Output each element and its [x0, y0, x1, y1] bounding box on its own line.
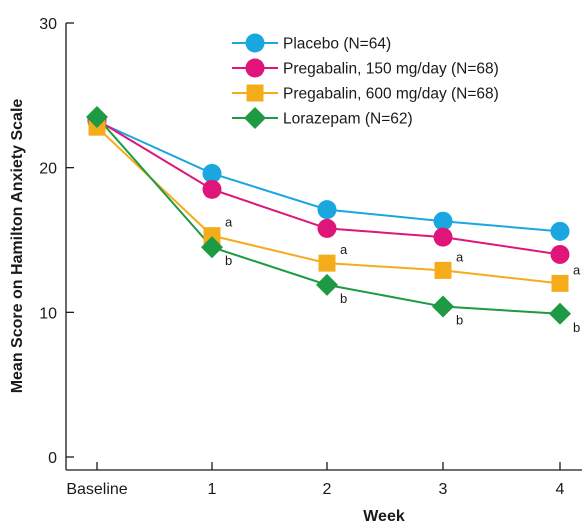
x-tick-label: Baseline [66, 481, 127, 498]
data-point-pregabalin-150-mg-day [317, 218, 337, 238]
data-point-placebo [202, 163, 222, 183]
legend-marker [246, 84, 264, 102]
legend: Placebo (N=64) Pregabalin, 150 mg/day (N=… [232, 33, 499, 129]
significance-label-b: b [340, 291, 347, 306]
y-tick-label: 0 [48, 450, 57, 467]
data-point-pregabalin-150-mg-day [550, 244, 570, 264]
series-layer: a a a a b b b b [86, 106, 581, 335]
series-markers [86, 106, 571, 325]
data-point-lorazepam [432, 295, 454, 318]
significance-label-a: a [340, 242, 348, 257]
x-tick-label: 2 [323, 481, 332, 498]
data-point-lorazepam [201, 236, 223, 259]
legend-item-placebo: Placebo (N=64) [232, 33, 391, 53]
data-point-lorazepam [316, 273, 338, 296]
legend-label: Pregabalin, 600 mg/day (N=68) [283, 86, 499, 103]
y-tick-label: 20 [39, 161, 57, 178]
x-tick-label: 4 [556, 481, 565, 498]
x-axis-title: Week [363, 508, 405, 525]
significance-label-a: a [573, 262, 581, 277]
data-point-pregabalin-600-mg-day [203, 227, 221, 245]
data-point-lorazepam [549, 302, 571, 325]
data-point-placebo [317, 200, 337, 220]
y-tick-label: 10 [39, 305, 57, 322]
x-tick-label: 3 [439, 481, 448, 498]
data-point-pregabalin-600-mg-day [434, 261, 452, 279]
significance-label-b: b [456, 313, 463, 328]
legend-marker [245, 58, 265, 78]
data-point-placebo [433, 211, 453, 231]
data-point-pregabalin-600-mg-day [551, 274, 569, 292]
significance-labels: a a a a b b b b [225, 215, 581, 335]
significance-label-b: b [225, 253, 232, 268]
plot-area: 0 10 20 30 Baseline 1 2 3 4 a a a a b b b b Placebo (N… [39, 16, 582, 498]
significance-label-a: a [456, 249, 464, 264]
legend-label: Lorazepam (N=62) [283, 111, 413, 128]
y-axis-ticks: 0 10 20 30 [39, 16, 74, 467]
x-tick-label: 1 [208, 481, 217, 498]
significance-label-a: a [225, 215, 233, 230]
data-point-pregabalin-150-mg-day [202, 179, 222, 199]
legend-marker [245, 33, 265, 53]
legend-item-pregabalin-600-mg-day: Pregabalin, 600 mg/day (N=68) [232, 84, 499, 103]
legend-label: Pregabalin, 150 mg/day (N=68) [283, 61, 499, 78]
data-point-lorazepam [86, 106, 108, 129]
y-tick-label: 30 [39, 16, 57, 33]
y-axis-title: Mean Score on Hamilton Anxiety Scale [9, 99, 26, 394]
significance-label-b: b [573, 320, 580, 335]
x-axis-ticks: Baseline 1 2 3 4 [66, 462, 565, 498]
data-point-pregabalin-600-mg-day [318, 254, 336, 272]
legend-marker [244, 107, 266, 129]
data-point-placebo [550, 221, 570, 241]
data-point-pregabalin-150-mg-day [433, 227, 453, 247]
legend-item-lorazepam: Lorazepam (N=62) [232, 107, 413, 129]
legend-label: Placebo (N=64) [283, 36, 391, 53]
legend-item-pregabalin-150-mg-day: Pregabalin, 150 mg/day (N=68) [232, 58, 499, 78]
